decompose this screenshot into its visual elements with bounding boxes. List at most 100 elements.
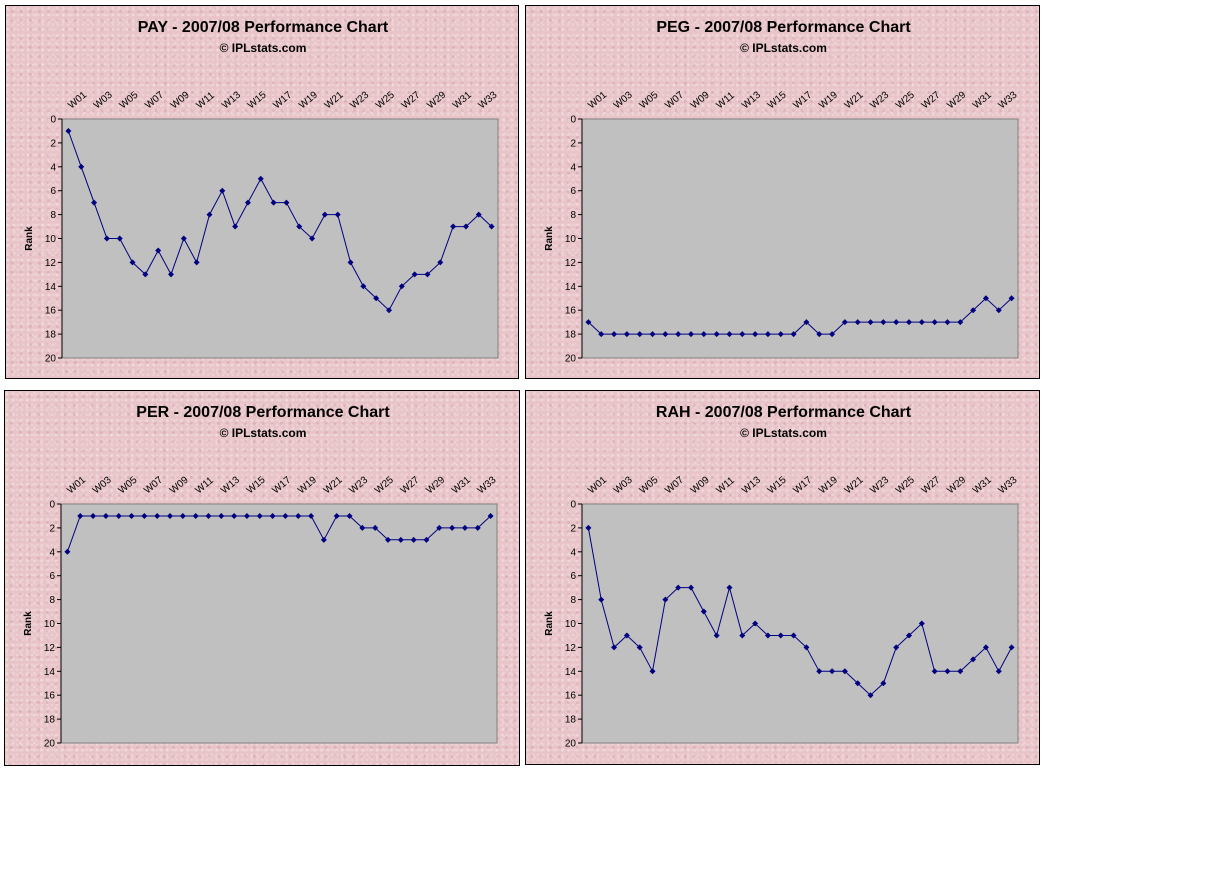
y-tick-label: 2 xyxy=(570,523,576,534)
data-point xyxy=(829,668,836,675)
data-point xyxy=(372,524,379,531)
data-point xyxy=(982,295,989,302)
y-tick-label: 10 xyxy=(565,619,577,630)
data-point xyxy=(155,247,162,254)
data-point xyxy=(78,163,85,170)
data-point xyxy=(91,199,98,206)
data-point xyxy=(649,331,656,338)
y-tick-label: 0 xyxy=(50,115,56,126)
data-point xyxy=(192,512,199,519)
y-tick-label: 12 xyxy=(565,258,577,269)
data-point xyxy=(333,512,340,519)
y-tick-label: 20 xyxy=(565,354,577,365)
x-tick-label: W13 xyxy=(219,474,242,496)
x-tick-label: W07 xyxy=(142,474,165,496)
y-tick-label: 20 xyxy=(45,354,57,365)
data-point xyxy=(373,295,380,302)
data-point xyxy=(77,512,84,519)
data-point xyxy=(841,319,848,326)
data-point xyxy=(410,536,417,543)
y-tick-label: 8 xyxy=(570,595,576,606)
x-tick-label: W03 xyxy=(612,474,635,496)
data-point xyxy=(880,319,887,326)
data-point xyxy=(474,524,481,531)
data-point xyxy=(803,319,810,326)
y-axis-label: Rank xyxy=(24,226,35,251)
y-tick-label: 10 xyxy=(565,234,577,245)
data-point xyxy=(585,319,592,326)
data-point xyxy=(116,235,123,242)
x-tick-label: W25 xyxy=(373,474,396,496)
data-point xyxy=(931,668,938,675)
y-tick-label: 20 xyxy=(565,739,577,750)
data-point xyxy=(662,596,669,603)
y-tick-label: 6 xyxy=(49,571,55,582)
data-point xyxy=(308,512,315,519)
y-tick-label: 4 xyxy=(50,162,56,173)
data-point xyxy=(128,512,135,519)
data-point xyxy=(359,524,366,531)
data-point xyxy=(816,668,823,675)
data-point xyxy=(906,319,912,326)
data-point xyxy=(309,235,316,242)
data-point xyxy=(347,259,354,266)
data-point xyxy=(944,668,951,675)
plot-area xyxy=(61,118,499,359)
data-point xyxy=(1008,295,1015,302)
y-tick-label: 10 xyxy=(45,234,57,245)
chart-panel-pay: PAY - 2007/08 Performance Chart © IPLstat… xyxy=(5,5,519,379)
y-tick-label: 14 xyxy=(45,282,57,293)
data-point xyxy=(816,331,823,338)
data-point xyxy=(713,331,720,338)
x-tick-label: W03 xyxy=(92,89,115,111)
y-tick-label: 16 xyxy=(45,306,57,317)
data-point xyxy=(424,271,431,278)
x-tick-label: W17 xyxy=(791,89,814,111)
data-point xyxy=(713,632,720,639)
data-point xyxy=(906,632,912,639)
data-point xyxy=(982,644,989,651)
data-point xyxy=(854,319,861,326)
data-point xyxy=(437,259,444,266)
x-tick-label: W09 xyxy=(689,89,712,111)
x-tick-label: W17 xyxy=(270,474,293,496)
y-tick-label: 12 xyxy=(44,643,56,654)
data-point xyxy=(726,584,733,591)
x-tick-label: W01 xyxy=(586,474,609,496)
y-axis-label: Rank xyxy=(544,226,555,251)
data-point xyxy=(623,331,630,338)
data-point xyxy=(700,331,707,338)
data-point xyxy=(232,223,239,230)
chart-panel-per: PER - 2007/08 Performance Chart © IPLstat… xyxy=(4,390,520,766)
x-tick-label: W11 xyxy=(715,90,738,111)
data-point xyxy=(752,620,759,627)
y-tick-label: 16 xyxy=(44,691,56,702)
y-tick-label: 6 xyxy=(570,571,576,582)
y-tick-label: 4 xyxy=(570,162,576,173)
data-point xyxy=(995,307,1002,314)
x-tick-label: W05 xyxy=(638,89,661,111)
data-point xyxy=(598,331,605,338)
x-tick-label: W13 xyxy=(740,89,763,111)
data-point xyxy=(346,512,353,519)
chart-panel-peg: PEG - 2007/08 Performance Chart © IPLstat… xyxy=(525,5,1040,379)
y-tick-label: 12 xyxy=(565,643,577,654)
data-point xyxy=(488,223,495,230)
x-tick-label: W01 xyxy=(586,89,609,111)
data-point xyxy=(385,536,391,543)
data-point xyxy=(334,211,341,218)
y-tick-label: 0 xyxy=(570,115,576,126)
plot-area xyxy=(60,503,498,744)
data-point xyxy=(320,536,327,543)
x-tick-label: W03 xyxy=(612,89,635,111)
x-tick-label: W31 xyxy=(971,89,994,111)
y-tick-label: 14 xyxy=(565,282,577,293)
data-point xyxy=(764,632,771,639)
data-point xyxy=(611,644,618,651)
x-tick-label: W27 xyxy=(399,474,422,496)
data-point xyxy=(790,331,797,338)
data-point xyxy=(231,512,238,519)
data-point xyxy=(256,512,263,519)
data-point xyxy=(764,331,771,338)
x-tick-label: W33 xyxy=(477,89,500,111)
